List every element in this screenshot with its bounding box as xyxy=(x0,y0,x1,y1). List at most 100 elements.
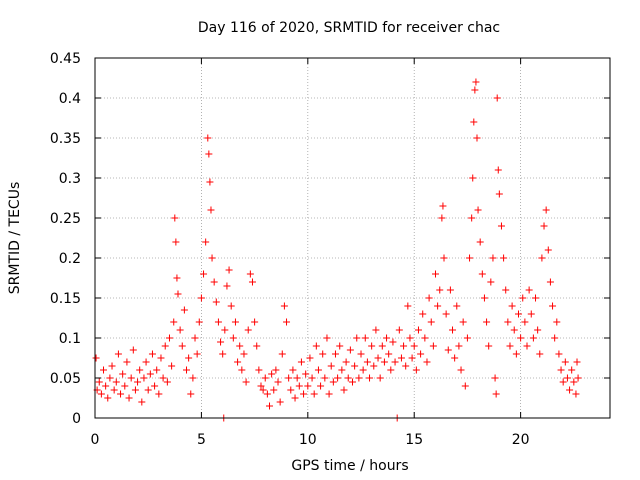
data-point xyxy=(238,366,246,374)
data-point xyxy=(461,382,469,390)
data-point xyxy=(146,370,154,378)
data-point xyxy=(285,374,293,382)
data-point xyxy=(142,358,150,366)
data-point xyxy=(434,302,442,310)
data-point xyxy=(134,378,142,386)
y-tick-label: 0.05 xyxy=(50,371,81,387)
data-point xyxy=(468,214,476,222)
data-point xyxy=(346,346,354,354)
data-point xyxy=(357,350,365,358)
data-point xyxy=(165,334,173,342)
data-point xyxy=(276,398,284,406)
data-point xyxy=(406,334,414,342)
data-point xyxy=(112,378,120,386)
data-point xyxy=(469,174,477,182)
data-point xyxy=(144,386,152,394)
data-point xyxy=(302,370,310,378)
data-point xyxy=(427,318,435,326)
y-tick-labels: 0 0.05 0.1 0.15 0.2 0.25 0.3 0.35 0.4 0.45 xyxy=(50,51,81,427)
data-point xyxy=(163,378,171,386)
data-point xyxy=(492,390,500,398)
data-point xyxy=(259,386,267,394)
data-point xyxy=(557,366,565,374)
data-point xyxy=(439,202,447,210)
data-point xyxy=(489,254,497,262)
data-point xyxy=(366,374,374,382)
data-point xyxy=(478,270,486,278)
data-point xyxy=(153,366,161,374)
data-point xyxy=(253,342,261,350)
data-point xyxy=(485,342,493,350)
data-point xyxy=(451,354,459,362)
data-point xyxy=(306,354,314,362)
data-point xyxy=(459,318,467,326)
data-point xyxy=(172,238,180,246)
data-point xyxy=(312,342,320,350)
data-point xyxy=(319,350,327,358)
y-tick-label: 0.35 xyxy=(50,131,81,147)
data-point xyxy=(487,278,495,286)
data-point xyxy=(119,370,127,378)
data-point xyxy=(280,302,288,310)
data-point xyxy=(519,294,527,302)
data-point xyxy=(291,394,299,402)
data-point xyxy=(370,362,378,370)
data-point xyxy=(471,86,479,94)
data-point xyxy=(483,318,491,326)
data-point xyxy=(287,386,295,394)
y-axis-label: SRMTID / TECUs xyxy=(7,182,23,295)
data-points xyxy=(92,78,582,422)
data-point xyxy=(376,374,384,382)
data-point xyxy=(257,382,265,390)
data-point xyxy=(338,366,346,374)
plot-frame xyxy=(94,57,611,419)
data-point xyxy=(561,358,569,366)
data-point xyxy=(185,354,193,362)
data-point xyxy=(491,374,499,382)
data-point xyxy=(402,362,410,370)
data-point xyxy=(532,294,540,302)
data-point xyxy=(344,374,352,382)
data-point xyxy=(387,366,395,374)
data-point xyxy=(283,318,291,326)
data-point xyxy=(438,214,446,222)
data-point xyxy=(540,222,548,230)
y-tick-label: 0.4 xyxy=(59,91,81,107)
y-tick-label: 0.1 xyxy=(59,331,81,347)
data-point xyxy=(494,166,502,174)
data-point xyxy=(506,342,514,350)
data-point xyxy=(131,386,139,394)
data-point xyxy=(161,342,169,350)
data-point xyxy=(223,282,231,290)
data-point xyxy=(246,270,254,278)
data-point xyxy=(208,254,216,262)
data-point xyxy=(314,366,322,374)
data-point xyxy=(170,318,178,326)
data-point xyxy=(395,326,403,334)
x-tick-labels: 0 5 10 15 20 xyxy=(91,432,530,448)
data-point xyxy=(453,302,461,310)
data-point xyxy=(327,362,335,370)
data-point xyxy=(549,302,557,310)
data-point xyxy=(555,350,563,358)
data-point xyxy=(106,374,114,382)
data-point xyxy=(104,394,112,402)
data-point xyxy=(248,278,256,286)
data-point xyxy=(474,206,482,214)
data-point xyxy=(97,390,105,398)
data-point xyxy=(542,206,550,214)
data-point xyxy=(523,342,531,350)
data-point xyxy=(508,302,516,310)
data-point xyxy=(274,378,282,386)
data-point xyxy=(463,334,471,342)
data-point xyxy=(308,374,316,382)
data-point xyxy=(270,386,278,394)
y-tick-label: 0 xyxy=(72,411,81,427)
data-point xyxy=(300,390,308,398)
data-point xyxy=(397,354,405,362)
data-point xyxy=(470,118,478,126)
data-point xyxy=(510,326,518,334)
data-point xyxy=(212,298,220,306)
data-point xyxy=(225,266,233,274)
data-point xyxy=(206,178,214,186)
